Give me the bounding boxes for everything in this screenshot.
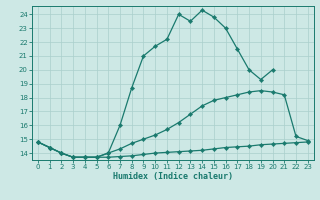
X-axis label: Humidex (Indice chaleur): Humidex (Indice chaleur) bbox=[113, 172, 233, 181]
